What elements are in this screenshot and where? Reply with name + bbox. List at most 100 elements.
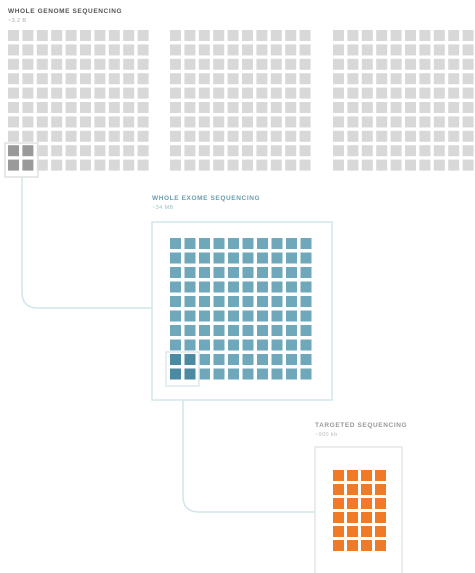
cell — [184, 44, 196, 56]
cell — [51, 102, 63, 113]
cell — [94, 58, 106, 70]
cell — [300, 267, 312, 278]
cell — [256, 116, 268, 128]
cell — [80, 30, 91, 41]
cell — [213, 116, 225, 128]
cell — [242, 267, 254, 278]
cell — [51, 30, 63, 41]
cell — [333, 116, 344, 128]
cell — [333, 470, 344, 481]
cell — [419, 130, 431, 142]
cell — [170, 310, 181, 322]
cell — [123, 116, 135, 128]
cell — [433, 58, 445, 70]
cell — [257, 368, 268, 380]
cell — [65, 87, 77, 99]
cell — [333, 44, 344, 56]
cell — [333, 102, 344, 113]
cell — [8, 44, 19, 56]
cell — [270, 30, 282, 41]
cell — [333, 73, 344, 85]
cell — [256, 159, 268, 171]
cell — [22, 87, 34, 99]
cell — [170, 116, 181, 128]
cell — [270, 87, 282, 99]
cell — [108, 73, 120, 85]
cell — [375, 540, 386, 551]
section-subtitle: ~34 MB — [152, 205, 174, 211]
cell — [213, 252, 225, 264]
cell — [390, 58, 402, 70]
cell — [347, 44, 359, 56]
cell — [271, 267, 283, 278]
cell — [227, 58, 239, 70]
cell — [242, 238, 254, 249]
section-subtitle: ~900 kb — [315, 432, 338, 438]
cell — [213, 339, 225, 351]
cell — [333, 540, 344, 551]
cell — [270, 73, 282, 85]
cell — [271, 310, 283, 322]
cell — [80, 116, 91, 128]
cell — [390, 30, 402, 41]
cell — [361, 30, 373, 41]
cell — [361, 526, 372, 537]
cell — [347, 102, 359, 113]
cell — [300, 310, 312, 322]
cell — [170, 73, 181, 85]
cell — [257, 339, 268, 351]
cell — [361, 512, 372, 523]
cell — [65, 44, 77, 56]
cell — [448, 73, 460, 85]
cell — [419, 73, 431, 85]
cell — [333, 498, 344, 509]
cell — [361, 58, 373, 70]
cell — [227, 73, 239, 85]
cell — [227, 116, 239, 128]
cell — [448, 116, 460, 128]
cell — [36, 130, 48, 142]
cell — [94, 102, 106, 113]
cell — [390, 73, 402, 85]
cell — [448, 30, 460, 41]
cell — [80, 73, 91, 85]
cell — [228, 325, 239, 336]
cell — [80, 145, 91, 157]
cell — [199, 296, 210, 307]
cell — [300, 354, 312, 365]
cell — [433, 116, 445, 128]
cell — [8, 102, 19, 113]
cell — [376, 130, 388, 142]
cell — [300, 339, 312, 351]
cell — [433, 159, 445, 171]
cell — [257, 325, 268, 336]
cell — [199, 325, 210, 336]
cell — [65, 58, 77, 70]
cell — [433, 145, 445, 157]
cell — [108, 102, 120, 113]
cell — [361, 159, 373, 171]
cell — [433, 73, 445, 85]
cell — [213, 281, 225, 293]
cell — [256, 130, 268, 142]
cell — [213, 145, 225, 157]
targeted-frame — [314, 446, 403, 573]
cell — [123, 130, 135, 142]
cell — [184, 73, 196, 85]
cell — [213, 310, 225, 322]
cell — [94, 30, 106, 41]
cell — [448, 102, 460, 113]
cell — [405, 130, 416, 142]
cell — [123, 145, 135, 157]
cell — [462, 44, 474, 56]
cell — [213, 87, 225, 99]
cell — [405, 87, 416, 99]
cell — [123, 87, 135, 99]
cell — [242, 73, 253, 85]
cell — [36, 73, 48, 85]
cell — [170, 159, 181, 171]
cell — [94, 73, 106, 85]
cell — [199, 281, 210, 293]
cell — [242, 159, 253, 171]
cell — [51, 130, 63, 142]
